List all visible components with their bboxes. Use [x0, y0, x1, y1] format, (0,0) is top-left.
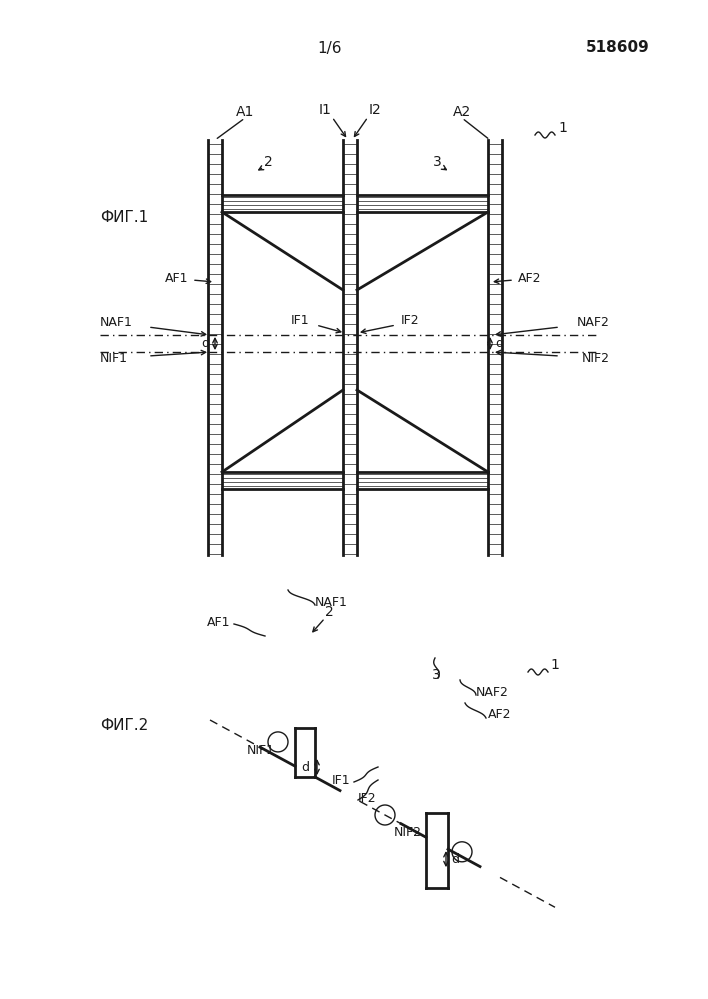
Text: d: d [301, 760, 309, 773]
Text: d: d [201, 337, 209, 350]
Text: 518609: 518609 [586, 41, 650, 56]
Text: ФИГ.2: ФИГ.2 [100, 717, 148, 732]
Text: NIF1: NIF1 [247, 743, 275, 756]
Text: 3: 3 [432, 668, 441, 682]
Text: A1: A1 [236, 105, 254, 119]
Text: 1: 1 [558, 121, 567, 135]
Text: I2: I2 [369, 103, 382, 117]
Text: d: d [451, 852, 459, 865]
Text: ФИГ.1: ФИГ.1 [100, 211, 148, 226]
Text: IF1: IF1 [331, 773, 350, 786]
Text: NAF2: NAF2 [577, 316, 610, 329]
Text: NAF1: NAF1 [100, 316, 133, 329]
Text: IF1: IF1 [291, 314, 309, 327]
Text: NIF2: NIF2 [582, 352, 610, 365]
Text: I1: I1 [319, 103, 331, 117]
Text: A2: A2 [453, 105, 471, 119]
Text: NAF2: NAF2 [476, 685, 509, 698]
Text: IF2: IF2 [401, 314, 419, 327]
Text: NIF1: NIF1 [100, 352, 128, 365]
Text: 3: 3 [433, 155, 441, 169]
Text: NAF1: NAF1 [315, 595, 348, 608]
Text: AF1: AF1 [207, 615, 230, 628]
Text: AF2: AF2 [518, 272, 542, 285]
Text: d: d [495, 337, 503, 350]
Text: NIF2: NIF2 [394, 825, 422, 838]
Text: IF2: IF2 [358, 791, 377, 804]
Text: 2: 2 [325, 605, 333, 619]
Text: AF1: AF1 [164, 272, 188, 285]
Text: 2: 2 [263, 155, 273, 169]
Text: 1/6: 1/6 [318, 41, 342, 56]
Text: AF2: AF2 [488, 708, 511, 721]
Text: 1: 1 [550, 658, 559, 672]
